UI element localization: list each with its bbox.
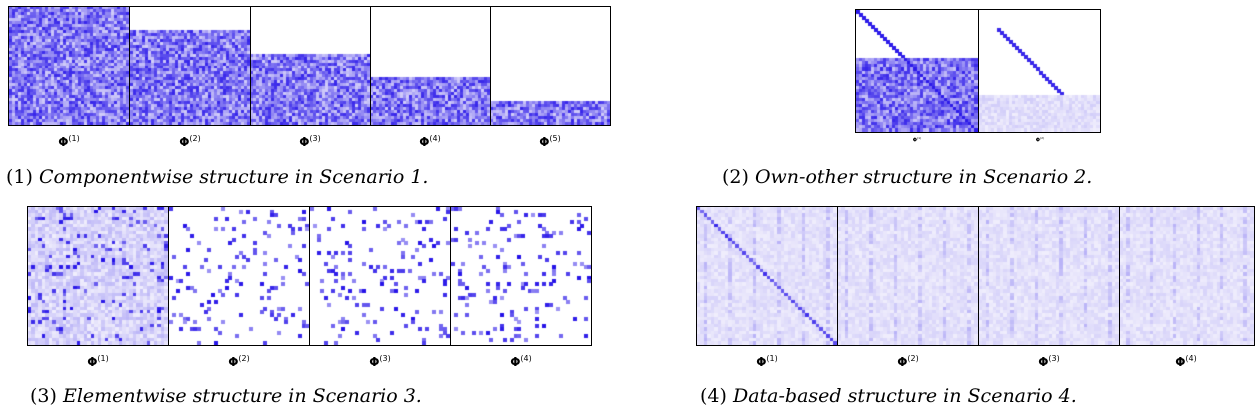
heatmap-canvas xyxy=(838,207,978,345)
matrix-label: Φ(1) xyxy=(87,354,109,369)
matrix-label: Φ(2) xyxy=(179,134,201,149)
heatmap-canvas xyxy=(251,7,370,125)
matrix-panel xyxy=(250,6,371,126)
heatmap-canvas xyxy=(697,207,837,345)
heatmap-canvas xyxy=(169,207,309,345)
heatmap-canvas xyxy=(451,207,591,345)
matrix-panel xyxy=(855,9,979,133)
matrix-label: Φ(5) xyxy=(539,134,561,149)
matrix-panel xyxy=(490,6,611,126)
matrix-panel xyxy=(309,206,451,346)
matrix-label: Φ(3) xyxy=(1038,354,1060,369)
matrix-panel xyxy=(450,206,592,346)
matrix-label: Φ(2) xyxy=(228,354,250,369)
heatmap-canvas xyxy=(856,10,978,132)
figure-caption: (2) Own-other structure in Scenario 2. xyxy=(722,166,1093,188)
matrix-panel xyxy=(168,206,310,346)
matrix-label: Φ(4) xyxy=(419,134,441,149)
matrix-label: Φ(3) xyxy=(369,354,391,369)
matrix-panel xyxy=(8,6,130,126)
matrix-panel xyxy=(978,9,1101,133)
matrix-label: Φ(1) xyxy=(912,136,922,144)
matrix-label: Φ(4) xyxy=(510,354,532,369)
heatmap-canvas xyxy=(1120,207,1254,345)
heatmap-canvas xyxy=(979,207,1119,345)
figure-caption: (1) Componentwise structure in Scenario … xyxy=(6,166,429,188)
heatmap-canvas xyxy=(28,207,168,345)
matrix-panel xyxy=(978,206,1120,346)
matrix-panel xyxy=(27,206,169,346)
heatmap-canvas xyxy=(9,7,129,125)
matrix-panel xyxy=(1119,206,1255,346)
heatmap-canvas xyxy=(979,10,1100,132)
matrix-panel xyxy=(129,6,251,126)
matrix-label: Φ(1) xyxy=(58,134,80,149)
heatmap-canvas xyxy=(310,207,450,345)
heatmap-canvas xyxy=(371,7,490,125)
matrix-label: Φ(1) xyxy=(756,354,778,369)
matrix-panel xyxy=(370,6,491,126)
heatmap-canvas xyxy=(491,7,610,125)
matrix-panel xyxy=(696,206,838,346)
matrix-label: Φ(2) xyxy=(897,354,919,369)
matrix-label: Φ(3) xyxy=(299,134,321,149)
figure-caption: (3) Elementwise structure in Scenario 3. xyxy=(30,385,422,407)
heatmap-canvas xyxy=(130,7,250,125)
matrix-label: Φ(2) xyxy=(1035,136,1045,144)
matrix-label: Φ(4) xyxy=(1175,354,1197,369)
figure-caption: (4) Data-based structure in Scenario 4. xyxy=(700,385,1077,407)
matrix-panel xyxy=(837,206,979,346)
